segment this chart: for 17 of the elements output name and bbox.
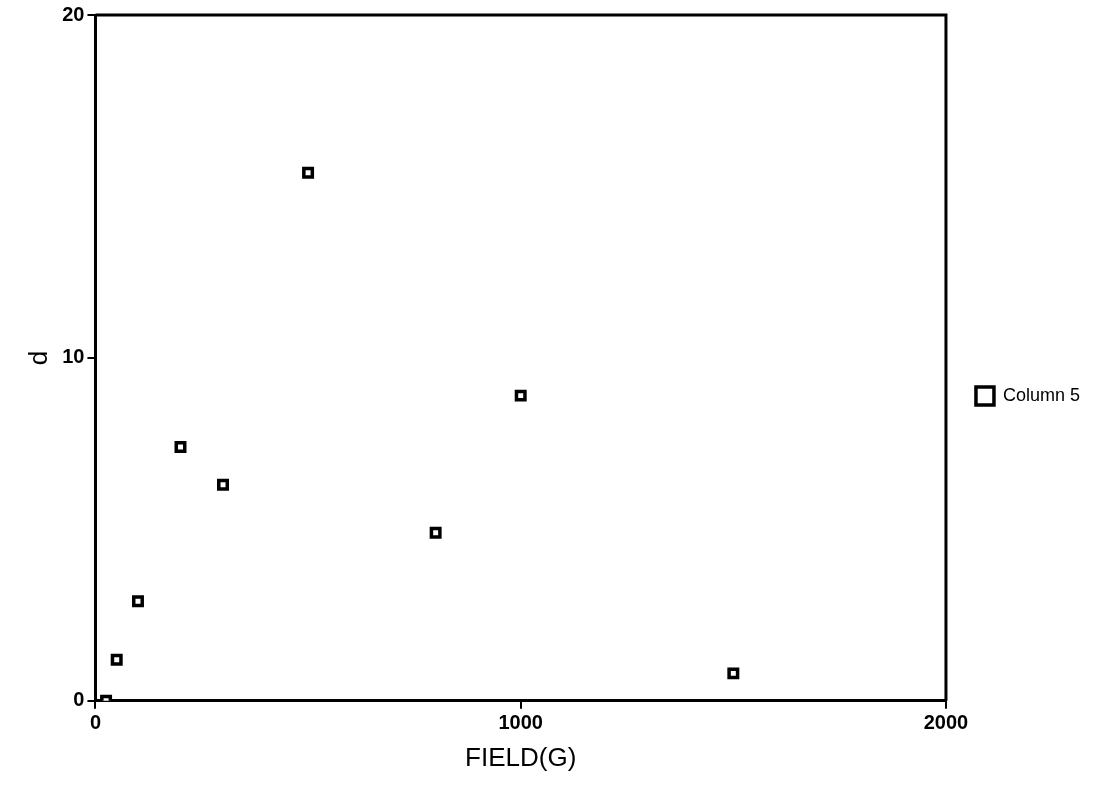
point xyxy=(110,653,123,666)
y-axis-title: d xyxy=(22,350,53,366)
y-tick-label: 0 xyxy=(73,688,85,711)
y-tick-label: 10 xyxy=(62,345,85,368)
y-tick-label: 20 xyxy=(62,2,85,25)
x-tick-label: 1000 xyxy=(498,711,543,734)
legend-label: Column 5 xyxy=(1002,384,1081,405)
point xyxy=(217,478,230,491)
point xyxy=(429,526,442,539)
x-axis-title: FIELD(G) xyxy=(465,741,577,772)
x-tick-label: 0 xyxy=(89,711,102,734)
point xyxy=(131,595,144,608)
point xyxy=(514,389,527,402)
point xyxy=(302,166,315,179)
point xyxy=(174,441,187,454)
point xyxy=(727,667,740,680)
x-tick-label: 2000 xyxy=(923,711,969,734)
